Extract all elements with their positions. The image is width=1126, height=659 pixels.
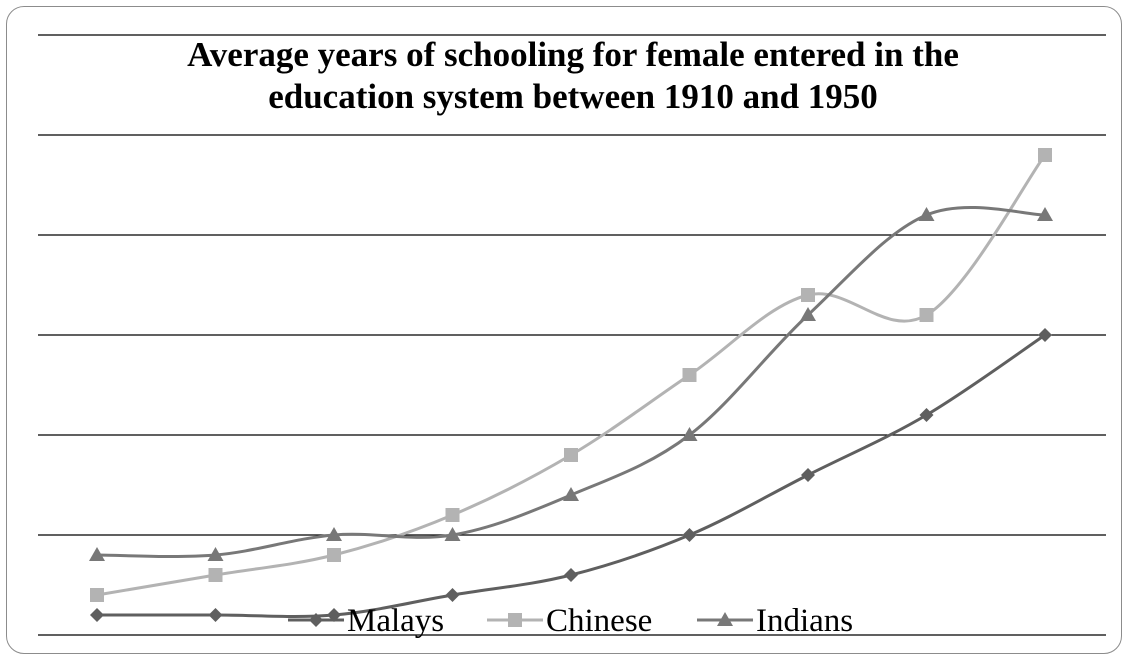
point-indians-8 [1037, 207, 1053, 221]
chart-frame [6, 6, 1122, 654]
series-lines [96, 154, 1047, 619]
point-indians-3 [444, 527, 461, 541]
point-indians-1 [207, 547, 224, 561]
point-malays-5 [682, 528, 697, 542]
chart-title-line-1: Average years of schooling for female en… [187, 35, 959, 74]
point-malays-6 [801, 468, 815, 482]
point-chinese-6 [801, 288, 815, 302]
point-chinese-2 [327, 548, 341, 562]
legend: Malays Chinese Indians [288, 603, 853, 639]
point-chinese-8 [1038, 148, 1052, 162]
point-malays-0 [90, 608, 104, 622]
legend-marker-malays [309, 613, 323, 627]
point-chinese-5 [682, 368, 697, 382]
point-chinese-3 [445, 508, 460, 522]
point-indians-4 [563, 487, 579, 501]
chart-title-line-2: education system between 1910 and 1950 [268, 77, 878, 116]
point-malays-3 [445, 588, 460, 602]
series-line-chinese [96, 154, 1047, 597]
series-line-indians [96, 205, 1046, 559]
point-chinese-4 [564, 448, 578, 462]
gridlines [38, 34, 1106, 636]
point-malays-1 [208, 608, 223, 622]
point-indians-7 [918, 207, 935, 221]
point-chinese-7 [919, 308, 934, 322]
point-chinese-0 [90, 588, 104, 602]
point-indians-2 [326, 527, 342, 541]
point-chinese-1 [208, 568, 223, 582]
point-indians-6 [800, 307, 816, 321]
point-malays-8 [1038, 328, 1052, 342]
legend-marker-indians [717, 612, 733, 626]
point-malays-4 [564, 568, 578, 582]
point-indians-0 [89, 547, 105, 561]
series-line-malays [96, 333, 1046, 619]
chart-title: Average years of schooling for female en… [0, 34, 1126, 118]
legend-label-chinese: Chinese [546, 603, 652, 639]
legend-marker-chinese [508, 613, 522, 627]
point-indians-5 [681, 427, 698, 441]
series-markers [89, 148, 1053, 622]
legend-label-indians: Indians [756, 603, 853, 639]
point-malays-7 [919, 408, 934, 422]
legend-label-malays: Malays [347, 603, 444, 639]
